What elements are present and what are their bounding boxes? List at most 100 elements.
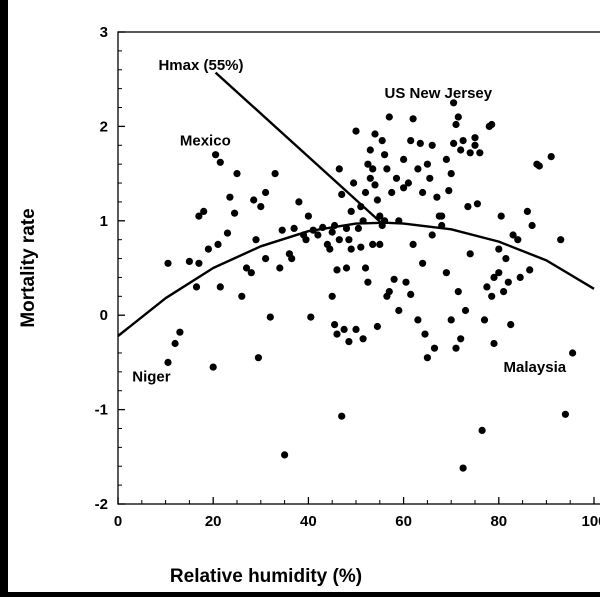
y-tick-label: -1: [95, 402, 108, 419]
data-point: [390, 275, 398, 283]
data-point: [354, 224, 362, 232]
data-point: [195, 212, 203, 220]
data-point: [288, 255, 296, 263]
data-point: [226, 193, 234, 201]
data-point: [528, 221, 536, 230]
data-point: [392, 174, 401, 182]
data-point: [466, 250, 474, 258]
data-point: [164, 358, 172, 366]
data-point: [252, 236, 260, 244]
data-point: [488, 292, 496, 300]
data-point: [171, 339, 179, 348]
data-point: [302, 236, 310, 244]
data-point: [335, 236, 343, 244]
data-point: [195, 259, 203, 267]
data-point: [442, 269, 450, 277]
data-point: [400, 155, 408, 163]
data-point: [326, 245, 334, 253]
data-point: [314, 231, 322, 239]
data-point: [357, 203, 365, 211]
data-point: [404, 179, 412, 187]
data-point: [476, 149, 484, 157]
data-point: [262, 255, 270, 263]
data-point: [231, 209, 239, 217]
data-point: [514, 236, 522, 244]
x-tick-label: 100: [581, 513, 600, 530]
data-point: [216, 283, 224, 291]
y-tick-label: 3: [100, 24, 108, 41]
data-point: [333, 330, 341, 338]
data-point: [414, 316, 422, 324]
data-point: [383, 165, 391, 173]
data-point: [452, 120, 460, 129]
data-point: [192, 283, 201, 291]
data-point: [409, 240, 417, 248]
x-tick-label: 60: [395, 513, 412, 530]
data-point: [254, 354, 262, 362]
data-point: [535, 162, 543, 170]
x-tick-label: 20: [205, 513, 222, 530]
data-point: [473, 200, 481, 208]
data-point: [400, 184, 408, 192]
data-point: [423, 354, 431, 362]
annotation-us-new-jersey: US New Jersey: [385, 85, 493, 102]
data-point: [364, 278, 372, 286]
y-tick-label: 1: [100, 213, 108, 230]
data-point: [385, 113, 393, 121]
data-point: [523, 207, 532, 215]
data-point: [262, 188, 270, 197]
data-point: [557, 236, 565, 244]
data-point: [266, 313, 274, 321]
data-point: [428, 231, 436, 239]
chart-figure: 0 20 40 60 80 100 -2 -1 0 1 2 3 Hmax (55%) US New Je…: [8, 0, 600, 592]
data-point: [454, 113, 462, 121]
data-point: [290, 224, 298, 232]
data-point: [381, 217, 389, 225]
data-point: [490, 273, 498, 281]
data-point: [504, 278, 512, 286]
y-tick-label: -2: [95, 496, 108, 513]
x-axis-title: Relative humidity (%): [170, 566, 362, 587]
data-point: [516, 273, 524, 281]
data-point: [438, 221, 446, 230]
data-point: [276, 264, 284, 272]
data-point: [395, 217, 403, 225]
data-point: [402, 278, 410, 286]
data-point: [281, 451, 289, 459]
data-point: [459, 137, 467, 145]
data-point: [561, 410, 570, 418]
data-point: [478, 426, 486, 434]
data-point: [352, 325, 360, 333]
data-point: [414, 165, 422, 173]
data-point: [452, 344, 460, 352]
data-point: [428, 141, 436, 149]
data-point: [497, 212, 505, 220]
data-point: [333, 266, 341, 274]
data-point: [223, 229, 232, 237]
data-point: [366, 146, 374, 154]
data-point: [307, 313, 315, 321]
fitted-curve: [117, 221, 595, 337]
y-tick-label: 0: [100, 307, 108, 324]
x-tick-label: 0: [114, 513, 122, 530]
annotation-malaysia: Malaysia: [504, 359, 567, 376]
data-point: [409, 115, 417, 123]
scatter-chart: 0 20 40 60 80 100 -2 -1 0 1 2 3 Hmax (55%) US New Je…: [18, 24, 600, 587]
data-point: [509, 231, 517, 239]
data-point: [257, 203, 265, 211]
data-point: [369, 165, 377, 173]
data-point: [373, 322, 381, 331]
data-point: [450, 139, 458, 147]
data-point: [361, 188, 370, 197]
data-point: [442, 155, 450, 163]
data-point: [447, 316, 455, 324]
data-point: [364, 160, 372, 168]
data-point: [419, 259, 427, 267]
data-point: [483, 283, 491, 291]
data-point: [471, 134, 479, 142]
data-point: [454, 288, 462, 296]
data-point: [385, 288, 393, 296]
data-point: [347, 245, 355, 253]
data-point: [407, 137, 415, 145]
data-point: [457, 146, 465, 154]
